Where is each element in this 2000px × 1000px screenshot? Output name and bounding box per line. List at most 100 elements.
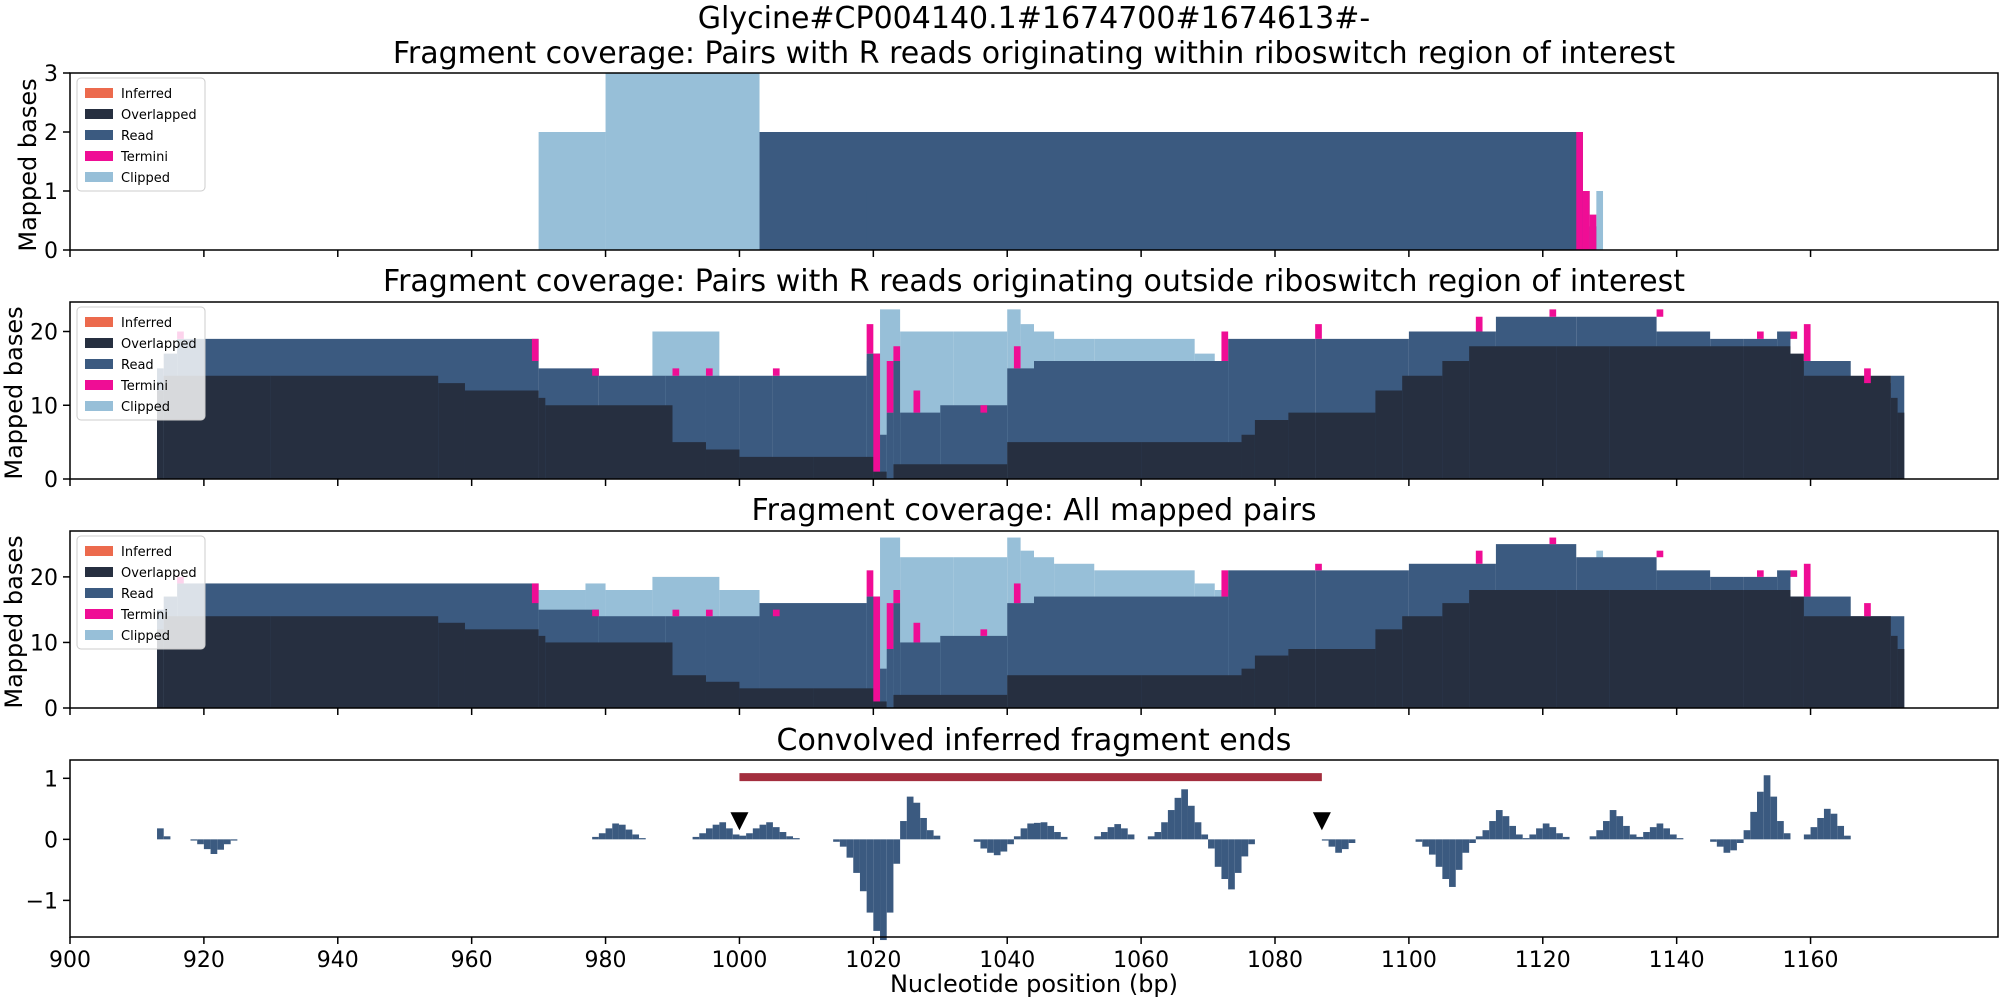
termini-bar <box>772 368 780 376</box>
overlapped-bar <box>545 642 673 708</box>
termini-bar <box>980 405 988 413</box>
termini-bar <box>772 609 780 617</box>
signal-bar <box>1054 832 1061 840</box>
overlapped-bar <box>1743 590 1791 708</box>
termini-bar <box>886 603 894 649</box>
overlapped-bar <box>1375 390 1403 479</box>
signal-bar <box>1449 839 1456 887</box>
signal-bar <box>1723 839 1731 853</box>
signal-bar <box>980 839 988 849</box>
signal-bar <box>1428 839 1436 855</box>
signal-bar <box>1248 839 1255 845</box>
legend-box <box>76 306 206 421</box>
termini-bar <box>893 346 901 361</box>
signal-bar <box>1603 821 1610 840</box>
read-bar <box>880 434 887 479</box>
overlapped-bar <box>739 456 814 479</box>
overlapped-bar <box>880 701 887 708</box>
signal-bar <box>766 822 773 840</box>
legend-label-termini: Termini <box>120 379 168 394</box>
legend-swatch-overlapped <box>85 567 113 577</box>
legend-swatch-termini <box>85 151 113 161</box>
legend-swatch-read <box>85 588 113 598</box>
signal-bar <box>779 832 787 840</box>
y-tick-label: 0 <box>44 239 58 264</box>
overlapped-bar <box>1609 346 1744 479</box>
termini-bar <box>866 324 874 354</box>
signal-bar <box>786 836 793 840</box>
signal-bar <box>846 839 854 858</box>
signal-bar <box>772 827 780 840</box>
signal-bar <box>873 839 881 931</box>
read-bar <box>893 603 901 708</box>
overlapped-bar <box>1803 616 1891 708</box>
signal-bar <box>1020 828 1028 840</box>
signal-bar <box>1221 839 1229 880</box>
x-tick-label: 1000 <box>711 948 767 973</box>
signal-bar <box>1777 821 1784 840</box>
signal-bar <box>230 839 238 841</box>
overlapped-bar <box>270 616 439 708</box>
signal-bar <box>752 828 760 840</box>
legend-label-inferred: Inferred <box>121 87 172 102</box>
legend-label-clipped: Clipped <box>121 171 170 186</box>
termini-bar <box>705 368 713 376</box>
panel-2-plot: 0 10 20 <box>30 301 1999 493</box>
termini-bar <box>980 629 988 636</box>
overlapped-bar <box>270 375 439 479</box>
termini-bar <box>1315 563 1322 571</box>
termini-bar <box>1549 537 1557 545</box>
signal-bar <box>223 839 231 845</box>
signal-bar <box>1034 822 1041 840</box>
y-tick-label: 3 <box>44 62 58 87</box>
termini-bar <box>1013 346 1021 369</box>
signal-bar <box>1214 839 1222 867</box>
y-tick-label: 20 <box>30 321 58 346</box>
signal-bar <box>1208 839 1215 849</box>
termini-bar <box>1475 316 1483 332</box>
overlapped-bar <box>873 471 881 479</box>
signal-bar <box>163 836 171 840</box>
signal-bar <box>618 824 626 840</box>
signal-bar <box>1161 822 1168 840</box>
termini-bar <box>1221 331 1229 361</box>
x-tick-label: 1060 <box>1113 948 1169 973</box>
overlapped-bar <box>1469 590 1557 708</box>
signal-bar <box>1556 833 1563 840</box>
overlapped-bar <box>705 681 740 708</box>
signal-bar <box>746 833 753 840</box>
legend-swatch-inferred <box>85 88 113 98</box>
panel-4-title: Convolved inferred fragment ends <box>777 723 1292 758</box>
panel-1-title: Fragment coverage: Pairs with R reads or… <box>393 36 1676 71</box>
x-tick-label: 1140 <box>1649 948 1705 973</box>
signal-bar <box>759 824 767 840</box>
legend-label-clipped: Clipped <box>121 629 170 644</box>
legend-label-read: Read <box>121 358 154 373</box>
panel-3-legend: Inferred Overlapped Read Termini Clipped <box>76 535 206 650</box>
signal-bar <box>1100 832 1108 840</box>
plot-frame <box>69 72 1999 251</box>
panel-2: Fragment coverage: Pairs with R reads or… <box>0 264 1999 493</box>
signal-bar <box>1328 839 1336 847</box>
overlapped-bar <box>1288 412 1316 479</box>
signal-bar <box>157 828 164 840</box>
termini-bar <box>592 609 599 617</box>
legend-swatch-inferred <box>85 546 113 556</box>
termini-bar <box>1013 583 1021 604</box>
overlapped-bar <box>739 688 814 708</box>
read-bar <box>880 668 887 708</box>
panel-2-ylabel: Mapped bases <box>0 306 28 479</box>
signal-bar <box>793 838 800 840</box>
signal-bar <box>1522 838 1530 840</box>
overlapped-bar <box>1890 397 1898 479</box>
overlapped-bar <box>438 622 465 708</box>
signal-bar <box>1321 839 1329 841</box>
legend-swatch-read <box>85 130 113 140</box>
termini-bar <box>913 622 921 643</box>
signal-bar <box>1750 811 1757 840</box>
y-tick-label: 0 <box>44 468 58 493</box>
signal-bar <box>732 834 740 840</box>
signal-bar <box>1107 827 1115 840</box>
legend-box <box>76 535 206 650</box>
signal-bar <box>1736 839 1744 844</box>
